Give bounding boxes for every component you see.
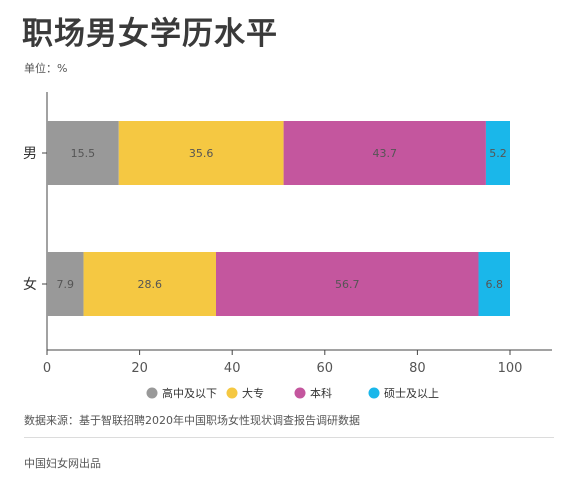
- bar-segment: [485, 121, 510, 185]
- x-tick-label-20: 20: [131, 361, 148, 376]
- bar-segment: [118, 121, 284, 185]
- unit-label: 单位：%: [24, 62, 68, 75]
- data-label: 7.9: [57, 278, 75, 291]
- category-label: 男: [23, 146, 37, 162]
- stacked-bar-chart: 0 20 40 60 80 100 男 15.5 35.6 43.7 5.2 女 7.9 28.6 56.7…: [23, 92, 552, 400]
- legend-marker: [294, 387, 306, 399]
- bar-segment: [47, 121, 119, 185]
- legend-label: 大专: [242, 386, 264, 400]
- x-tick-label-80: 80: [409, 361, 426, 376]
- data-label: 28.6: [138, 278, 163, 291]
- x-tick-label-100: 100: [498, 361, 523, 376]
- data-label: 35.6: [189, 147, 214, 160]
- data-label: 56.7: [335, 278, 360, 291]
- data-label: 43.7: [373, 147, 398, 160]
- bar-segment: [215, 252, 479, 316]
- bar-segment: [478, 252, 510, 316]
- data-label: 5.2: [489, 147, 507, 160]
- data-label: 6.8: [486, 278, 504, 291]
- category-label: 女: [23, 276, 37, 293]
- bar-segment: [47, 252, 84, 316]
- legend-label: 本科: [310, 386, 332, 400]
- divider: [24, 437, 554, 438]
- data-label: 15.5: [71, 147, 96, 160]
- x-tick-label-60: 60: [317, 361, 334, 376]
- credit-label: 中国妇女网出品: [24, 457, 101, 470]
- chart-title: 职场男女学历水平: [22, 16, 278, 52]
- legend-label: 高中及以下: [162, 386, 217, 400]
- legend-marker: [146, 387, 158, 399]
- x-tick-label-40: 40: [224, 361, 241, 376]
- bar-segment: [83, 252, 216, 316]
- data-source: 数据来源：基于智联招聘2020年中国职场女性现状调查报告调研数据: [24, 414, 360, 427]
- legend-marker: [368, 387, 380, 399]
- legend-marker: [226, 387, 238, 399]
- legend-label: 硕士及以上: [384, 387, 439, 400]
- bar-segment: [283, 121, 486, 185]
- x-tick-label-0: 0: [43, 361, 51, 376]
